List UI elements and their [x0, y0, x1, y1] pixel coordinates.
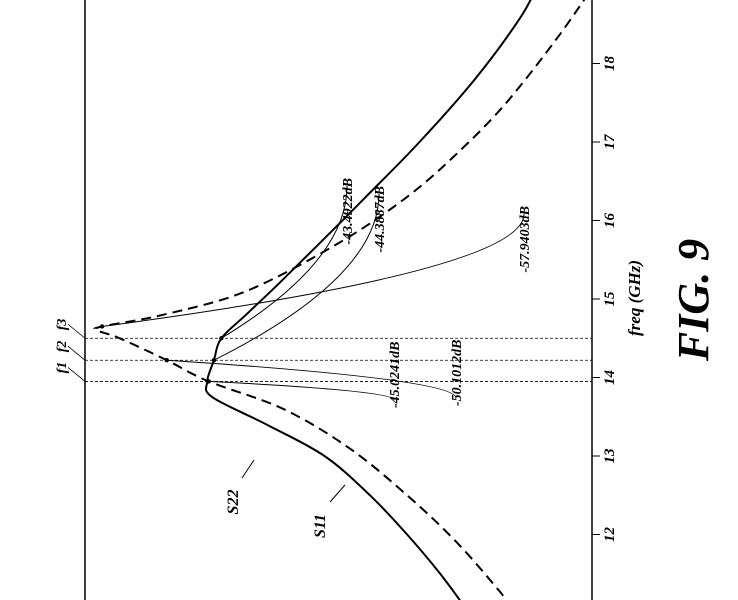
- marker-label-f2: f2: [55, 341, 70, 353]
- annotation-leader-4: [101, 213, 525, 327]
- annotation-label-4: -57.9403dB: [518, 206, 533, 273]
- marker-label-f1: f1: [55, 362, 70, 374]
- frequency-axis-ticks: 12 13 14 15 16 17 18: [592, 56, 618, 543]
- series-label-s11: S11: [312, 514, 329, 538]
- tick-label-15: 15: [602, 291, 618, 307]
- x-axis-title: freq (GHz): [625, 260, 644, 336]
- tick-label-13: 13: [602, 448, 618, 464]
- marker-leader-f2: [67, 345, 86, 361]
- tick-label-17: 17: [602, 134, 618, 150]
- annotation-leader-3: [166, 359, 457, 399]
- annotation-leader-1: [213, 193, 380, 361]
- annotation-point-3: [164, 358, 169, 363]
- series-s11-curve: [204, 0, 532, 600]
- annotation-label-2: -45.0241dB: [388, 342, 403, 409]
- series-label-s22: S22: [225, 490, 242, 515]
- plot-frame: [84, 0, 593, 600]
- value-annotations: -43.4922dB -44.3887dB -45.0241dB -50.1012dB…: [99, 178, 533, 409]
- marker-label-f3: f3: [55, 319, 70, 331]
- tick-label-14: 14: [602, 370, 618, 386]
- series-label-leader-s22: [241, 459, 255, 479]
- marker-leader-f3: [67, 323, 86, 339]
- annotation-label-3: -50.1012dB: [450, 340, 465, 407]
- series-s22-curve: [93, 0, 586, 600]
- marker-leader-f1: [67, 367, 86, 382]
- plot-curves: [93, 0, 586, 600]
- annotation-leader-2: [208, 380, 395, 401]
- annotation-leader-0: [221, 185, 348, 339]
- series-label-leader-s11: [329, 484, 346, 503]
- tick-label-12: 12: [602, 527, 618, 543]
- annotation-label-1: -44.3887dB: [373, 186, 388, 253]
- tick-label-18: 18: [602, 56, 618, 72]
- frequency-markers: f1 f2 f3: [55, 319, 592, 382]
- annotation-label-0: -43.4922dB: [341, 178, 356, 245]
- figure-caption: FIG. 9: [669, 239, 718, 362]
- tick-label-16: 16: [602, 213, 618, 229]
- series-labels: S11 S22: [225, 459, 346, 538]
